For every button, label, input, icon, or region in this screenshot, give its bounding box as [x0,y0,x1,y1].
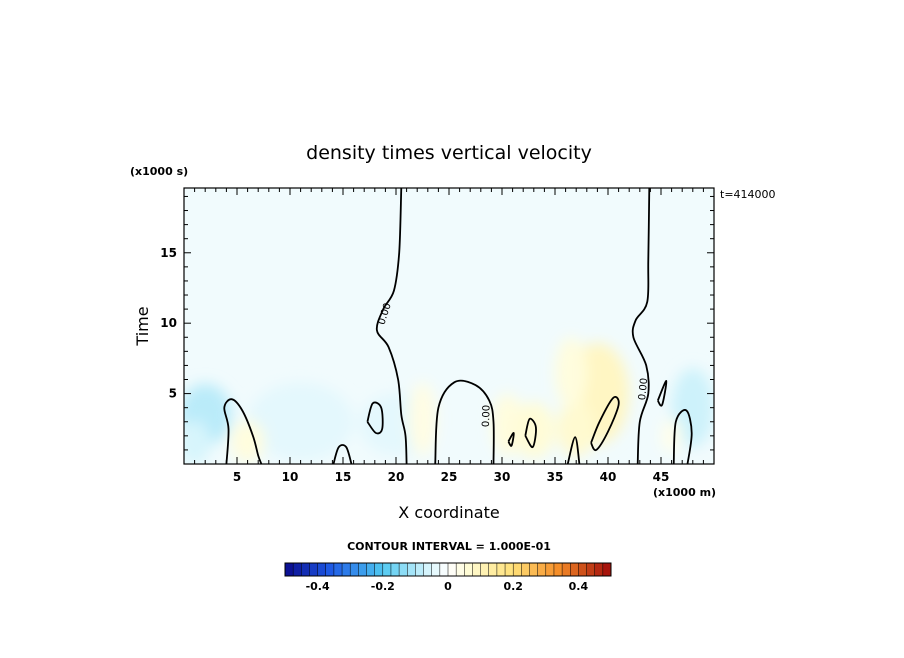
colorbar-tick-label: 0.2 [503,580,523,593]
y-tick-label: 5 [169,387,177,401]
colorbar-bin [505,563,514,576]
zero-contour-line [656,379,668,407]
colorbar-bin [448,563,457,576]
shaded-field [184,337,714,464]
colorbar-bin [553,563,563,576]
field-patch [247,382,354,462]
zero-contour-line [631,188,651,464]
colorbar-bin [390,563,400,576]
y-tick-label: 15 [160,246,177,260]
x-tick-label: 20 [388,470,405,484]
colorbar-bin [317,563,327,576]
contour-labels: 0.000.000.00 [376,302,650,428]
x-tick-label: 10 [282,470,299,484]
x-tick-label: 30 [494,470,511,484]
colorbar-bin [464,563,473,576]
x-axis-units: (x1000 m) [653,486,716,499]
x-tick-label: 35 [547,470,564,484]
colorbar-bin [382,563,392,576]
zero-contour-line [366,401,384,435]
colorbar-bin [529,563,538,576]
colorbar-bin [399,563,408,576]
zero-contour-line [375,188,408,464]
colorbar-bin [333,563,343,576]
field-patch [512,402,555,459]
colorbar-bin [513,563,522,576]
colorbar-bin [570,563,579,576]
colorbar-tick-label: 0 [444,580,452,593]
colorbar-bin [366,563,375,576]
field-patch [408,382,437,456]
colorbar-bin [496,563,506,576]
colorbar-tick-label: -0.4 [306,580,330,593]
colorbar-bin [602,563,612,576]
colorbar-bin [407,563,416,576]
zero-contour-line [524,417,537,449]
colorbar-bin [562,563,571,576]
field-patch [230,420,265,463]
colorbar-bin [423,563,432,576]
time-stamp: t=414000 [720,188,776,201]
field-patch [184,420,211,464]
colorbar-bin [439,563,449,576]
colorbar-bin [342,563,351,576]
zero-contour-line [434,379,495,464]
colorbar-bin [472,563,481,576]
colorbar-bin [293,563,302,576]
colorbar-bin [594,563,604,576]
colorbar-bin [325,563,335,576]
colorbar-bin [521,563,530,576]
colorbar-bin [431,563,441,576]
field-patch [671,368,714,448]
x-axis-title: X coordinate [398,503,499,522]
contour-label: 0.00 [637,377,650,400]
colorbar-bin [415,563,424,576]
zero-contour-line [507,432,515,447]
zero-contours [223,188,693,464]
colorbar-bin [309,563,318,576]
axis-ticks: 5 10 15 20 25 30 35 40 45 5 10 15 [160,188,714,484]
zero-contour-line [223,398,263,464]
zero-contour-line [332,444,353,464]
colorbar-bin [350,563,359,576]
colorbar-frame [284,562,612,577]
colorbar: -0.4 -0.2 0 0.2 0.4 [284,562,612,593]
colorbar-tick-label: -0.2 [371,580,395,593]
contour-label: 0.00 [481,405,493,428]
field-patch [661,418,683,453]
colorbar-bin [358,563,367,576]
field-patch [557,400,596,457]
x-tick-label: 40 [600,470,617,484]
zero-contour-line [672,409,693,464]
contour-interval-label: CONTOUR INTERVAL = 1.000E-01 [347,540,551,553]
x-tick-label: 15 [335,470,352,484]
colorbar-bin [285,563,294,576]
zero-contour-line [566,436,581,464]
colorbar-bin [578,563,587,576]
colorbar-bin [537,563,547,576]
colorbar-tick-label: 0.4 [569,580,589,593]
zero-contour-line [590,396,620,452]
x-tick-label: 25 [441,470,458,484]
chart-title: density times vertical velocity [306,142,592,164]
colorbar-bin [374,563,384,576]
y-axis-units: (x1000 s) [130,165,188,178]
y-axis-title: Time [133,306,152,346]
colorbar-bin [488,563,498,576]
colorbar-bin [301,563,310,576]
colorbar-bin [456,563,465,576]
field-patch [555,337,587,408]
colorbar-bin [545,563,555,576]
x-tick-label: 5 [233,470,241,484]
colorbar-bin [586,563,595,576]
colorbar-bin [480,563,490,576]
x-tick-label: 45 [653,470,670,484]
y-tick-label: 10 [160,316,177,330]
